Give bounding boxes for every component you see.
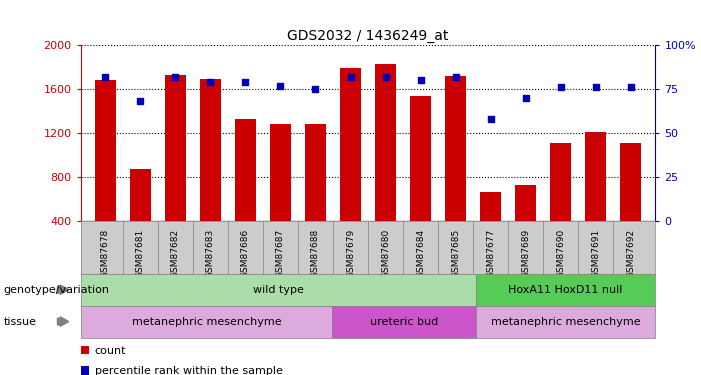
- Bar: [550, 143, 571, 266]
- Text: metanephric mesenchyme: metanephric mesenchyme: [132, 316, 281, 327]
- Text: GSM87684: GSM87684: [416, 229, 425, 278]
- Point: [380, 74, 391, 80]
- Text: ureteric bud: ureteric bud: [370, 316, 438, 327]
- Bar: [95, 80, 116, 266]
- Text: GSM87691: GSM87691: [592, 229, 600, 278]
- Point: [450, 74, 461, 80]
- Point: [555, 84, 566, 90]
- Bar: [81, 274, 476, 306]
- Point: [345, 74, 356, 80]
- Point: [625, 84, 637, 90]
- Bar: [165, 75, 186, 266]
- Title: GDS2032 / 1436249_at: GDS2032 / 1436249_at: [287, 28, 449, 43]
- Bar: [585, 132, 606, 266]
- Bar: [476, 274, 655, 306]
- Bar: [620, 143, 641, 266]
- Point: [485, 116, 496, 122]
- Text: wild type: wild type: [253, 285, 304, 295]
- Text: tissue: tissue: [4, 316, 36, 327]
- Bar: [445, 76, 466, 266]
- Bar: [81, 306, 332, 338]
- Bar: [476, 306, 655, 338]
- Point: [310, 86, 321, 92]
- Bar: [332, 306, 476, 338]
- Bar: [340, 68, 361, 266]
- Bar: [515, 185, 536, 266]
- Text: GSM87683: GSM87683: [206, 229, 215, 278]
- Bar: [375, 64, 396, 266]
- Point: [205, 79, 216, 85]
- Text: GSM87680: GSM87680: [381, 229, 390, 278]
- Text: GSM87678: GSM87678: [101, 229, 109, 278]
- Point: [170, 74, 181, 80]
- Text: genotype/variation: genotype/variation: [4, 285, 109, 295]
- Text: metanephric mesenchyme: metanephric mesenchyme: [491, 316, 641, 327]
- Point: [415, 77, 426, 83]
- Bar: [410, 96, 431, 266]
- Text: GSM87679: GSM87679: [346, 229, 355, 278]
- Text: GSM87690: GSM87690: [557, 229, 565, 278]
- Text: GSM87682: GSM87682: [171, 229, 179, 278]
- Text: GSM87685: GSM87685: [451, 229, 460, 278]
- Bar: [130, 170, 151, 266]
- Text: GSM87681: GSM87681: [136, 229, 144, 278]
- Point: [590, 84, 601, 90]
- Point: [100, 74, 111, 80]
- Text: GSM87688: GSM87688: [311, 229, 320, 278]
- Point: [275, 82, 286, 88]
- Bar: [270, 124, 291, 266]
- Bar: [305, 124, 326, 266]
- Bar: [480, 192, 501, 266]
- Text: GSM87677: GSM87677: [486, 229, 495, 278]
- Text: GSM87687: GSM87687: [276, 229, 285, 278]
- Point: [135, 98, 146, 104]
- Bar: [200, 79, 221, 266]
- Text: GSM87686: GSM87686: [241, 229, 250, 278]
- Text: percentile rank within the sample: percentile rank within the sample: [95, 366, 283, 375]
- Text: GSM87692: GSM87692: [627, 229, 635, 278]
- Text: count: count: [95, 346, 126, 355]
- Text: GSM87689: GSM87689: [522, 229, 530, 278]
- Text: HoxA11 HoxD11 null: HoxA11 HoxD11 null: [508, 285, 622, 295]
- Point: [520, 95, 531, 101]
- Bar: [235, 119, 256, 266]
- Point: [240, 79, 251, 85]
